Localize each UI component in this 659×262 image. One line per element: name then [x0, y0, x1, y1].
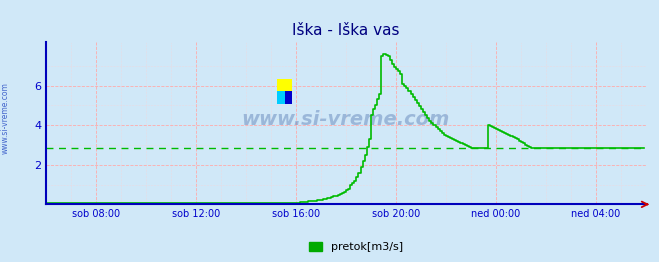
Legend: pretok[m3/s]: pretok[m3/s]	[304, 237, 407, 256]
Text: www.si-vreme.com: www.si-vreme.com	[242, 110, 450, 129]
Text: www.si-vreme.com: www.si-vreme.com	[1, 82, 10, 154]
Bar	[277, 91, 285, 104]
Title: Iška - Iška vas: Iška - Iška vas	[292, 23, 400, 38]
Bar	[277, 79, 292, 104]
Bar	[285, 91, 292, 104]
